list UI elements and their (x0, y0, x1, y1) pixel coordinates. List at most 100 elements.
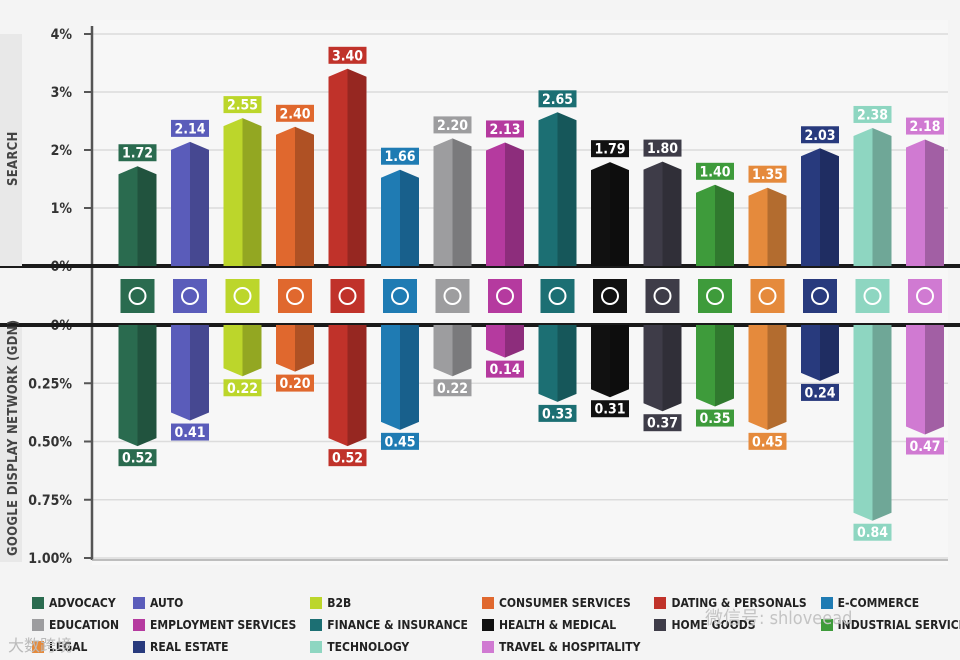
gdn-value-label: 0.24 (804, 385, 835, 401)
gdn-bar (906, 325, 925, 435)
search-value-label: 2.14 (174, 121, 205, 137)
search-bar-shade (662, 161, 682, 266)
gdn-bar (381, 325, 400, 430)
legend-swatch (32, 619, 44, 631)
gdn-value-label-bg (381, 432, 419, 450)
legend-label: DATING & PERSONALS (671, 596, 807, 610)
search-bar-shade (715, 184, 734, 266)
search-bar (381, 169, 400, 266)
legend-label: CONSUMER SERVICES (498, 596, 631, 610)
map-pin-icon-glyph (916, 287, 934, 305)
search-value-label: 1.40 (699, 164, 730, 180)
search-bar (748, 187, 768, 266)
house-icon (803, 279, 837, 313)
medical-kit-icon (593, 279, 627, 313)
search-value-label-bg (853, 105, 892, 123)
gdn-bar-shade (872, 325, 892, 521)
search-bar (696, 184, 715, 266)
search-value-label-bg (223, 96, 262, 114)
search-label-panel (0, 34, 22, 266)
search-bar-shade (452, 138, 472, 266)
search-bar (433, 138, 453, 266)
search-value-label: 2.40 (279, 106, 310, 122)
search-bar (591, 162, 610, 266)
legend-item: CONSUMER SERVICES (481, 596, 641, 610)
search-value-label-bg (748, 165, 787, 183)
search-tick-label: 2% (51, 143, 73, 159)
legend-swatch (133, 641, 146, 653)
search-bar-shade (400, 169, 419, 266)
search-value-label-bg (118, 144, 157, 162)
search-bar (643, 161, 663, 266)
tools-icon (698, 279, 732, 313)
gdn-bar (696, 325, 715, 407)
search-bar (538, 112, 558, 266)
handshake-icon-glyph (233, 287, 252, 305)
search-bar (328, 68, 348, 266)
gdn-bar-shade (452, 325, 472, 377)
search-bar (276, 126, 295, 266)
gdn-bar-shade (557, 325, 577, 402)
heart-icon-glyph (338, 287, 357, 305)
gdn-value-label: 0.31 (594, 402, 625, 418)
watermark-wechat: 微信号: shloveead (705, 608, 853, 629)
gdn-value-label-bg (748, 432, 787, 450)
legend-label: INDUSTRIAL SERVICES (837, 618, 960, 632)
search-value-label: 2.13 (489, 122, 520, 138)
cart-icon-glyph (391, 287, 409, 305)
legend-swatch (481, 597, 494, 609)
gdn-bar-shade (347, 325, 367, 447)
gdn-label-panel (0, 327, 22, 562)
legend-swatch (32, 597, 44, 609)
legend-label: EDUCATION (49, 618, 120, 632)
search-bar-shade (820, 148, 839, 266)
gdn-zero-line (0, 323, 960, 327)
legend-item: LEGAL (32, 640, 119, 654)
legend-swatch (654, 597, 667, 609)
search-bar-shade (505, 142, 524, 266)
gavel-icon-glyph (758, 287, 777, 305)
search-value-label: 1.66 (384, 149, 415, 165)
legend-item: REAL ESTATE (133, 640, 296, 654)
search-bar-shade (190, 141, 209, 266)
heart-icon (330, 279, 365, 313)
lamp-icon (645, 279, 680, 313)
gdn-bar-shade (715, 325, 734, 407)
legend-item: FINANCE & INSURANCE (310, 618, 468, 632)
gdn-value-label: 0.35 (699, 411, 730, 427)
gdn-bar-shade (925, 325, 944, 435)
gdn-tick-label: 0.50% (28, 435, 72, 451)
gdn-axis-label: GOOGLE DISPLAY NETWORK (GDN) (6, 319, 21, 556)
globe-hands-icon (120, 279, 155, 313)
gdn-value-label: 0.22 (227, 381, 258, 397)
gdn-bar (591, 325, 610, 398)
gdn-bar (433, 325, 453, 377)
gdn-value-label: 0.37 (647, 416, 678, 432)
gdn-bar-shade (295, 325, 314, 372)
gdn-bar (171, 325, 190, 421)
legend-label: REAL ESTATE (150, 640, 229, 654)
search-tick-label: 4% (51, 27, 73, 43)
money-bag-icon-glyph (548, 287, 567, 305)
search-value-label: 2.65 (542, 92, 573, 108)
search-bar-shade (767, 187, 787, 266)
search-value-label-bg (643, 139, 682, 157)
legend-label: E-COMMERCE (837, 596, 920, 610)
legend-item: EDUCATION (32, 618, 119, 632)
legend: ADVOCACY AUTO B2B CONSUMER SERVICES DATING &… (32, 596, 960, 654)
legend-item: ADVOCACY (32, 596, 119, 610)
legend-label: FINANCE & INSURANCE (327, 618, 468, 632)
cart-icon (383, 279, 417, 313)
gdn-bar (801, 325, 820, 381)
gdn-bar-shade (505, 325, 524, 358)
gdn-value-label: 0.45 (384, 434, 415, 450)
gdn-value-label-bg (591, 400, 629, 418)
gdn-value-label-bg (853, 523, 892, 541)
gdn-value-label-bg (643, 414, 682, 432)
gdn-bar (486, 325, 505, 358)
car-icon-glyph (181, 287, 199, 305)
search-bar-shade (610, 162, 629, 266)
search-bar (801, 148, 820, 266)
gdn-bar-shade (767, 325, 787, 430)
search-bar (171, 141, 190, 266)
